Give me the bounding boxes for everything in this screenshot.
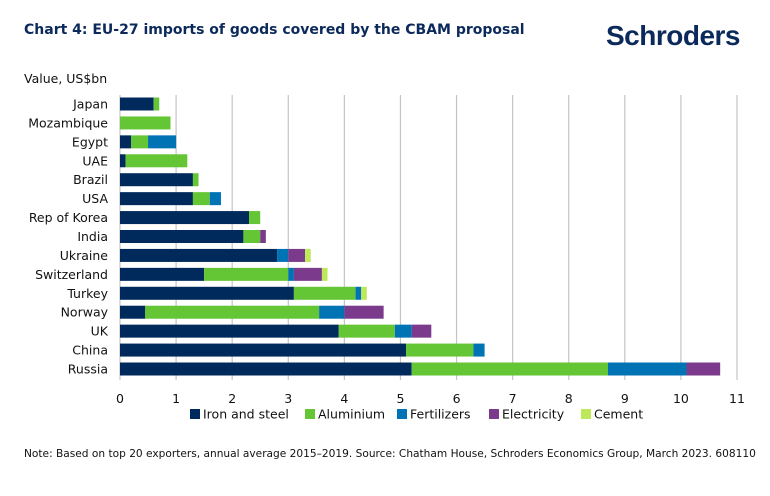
category-label: Russia [68,362,108,377]
bar-segment-aluminium [249,211,261,225]
bar-segment-fertilizers [607,362,687,376]
bar-segment-iron-and-steel [120,192,193,206]
legend-label: Aluminium [318,407,385,422]
category-label: UAE [82,153,108,168]
x-tick-label: 3 [284,391,292,406]
category-label: Japan [72,97,108,112]
legend-swatch [305,409,315,419]
bar-segment-electricity [411,324,432,338]
bar-segment-electricity [288,248,306,262]
bar-segment-iron-and-steel [120,286,294,300]
bar-segment-iron-and-steel [120,248,278,262]
bar-segment-electricity [686,362,721,376]
bar-segment-aluminium [338,324,395,338]
bar-segment-fertilizers [319,305,345,319]
bar-segment-cement [361,286,367,300]
category-label: Ukraine [60,248,109,263]
bar-segment-iron-and-steel [120,267,205,281]
bar-segment-fertilizers [355,286,362,300]
category-label: Norway [61,305,109,320]
category-label: China [72,343,108,358]
bar-segment-fertilizers [209,192,221,206]
bar-segment-aluminium [243,230,261,243]
bar-segment-cement [305,248,311,262]
legend-swatch [581,409,591,419]
bar-segment-iron-and-steel [120,154,126,168]
bar-segment-fertilizers [394,324,412,338]
category-label: UK [91,324,109,339]
bar-segment-iron-and-steel [120,230,244,243]
bar-segment-aluminium [192,192,210,206]
bar-segment-cement [321,267,328,281]
legend-label: Fertilizers [410,407,471,422]
bar-segment-iron-and-steel [120,324,339,338]
bar-segment-iron-and-steel [120,135,132,149]
x-tick-label: 4 [340,391,348,406]
bar-segment-iron-and-steel [120,173,193,187]
legend-label: Electricity [502,407,565,422]
bar-segment-electricity [344,305,384,319]
bar-segment-fertilizers [277,248,289,262]
x-tick-label: 9 [621,391,629,406]
x-tick-label: 8 [565,391,573,406]
bar-segment-aluminium [406,343,474,357]
x-tick-label: 2 [228,391,236,406]
legend-swatch [397,409,407,419]
category-label: Brazil [73,172,108,187]
category-label: Egypt [72,134,108,149]
bar-segment-fertilizers [148,135,177,149]
bar-segment-fertilizers [473,343,485,357]
legend-swatch [489,409,499,419]
category-label: Mozambique [28,115,108,130]
schroders-logo: Schroders [606,20,741,51]
bar-segment-aluminium [125,154,188,168]
bar-segment-aluminium [411,362,608,376]
x-tick-label: 5 [396,391,404,406]
chart-title: Chart 4: EU-27 imports of goods covered … [24,22,525,38]
x-tick-label: 11 [729,391,745,406]
category-label: Switzerland [35,267,108,282]
x-tick-label: 6 [453,391,461,406]
bar-segment-iron-and-steel [120,343,407,357]
bar-segment-electricity [293,267,322,281]
x-tick-label: 7 [509,391,517,406]
y-axis-label: Value, US$bn [24,71,108,86]
bar-segment-iron-and-steel [120,305,146,319]
bar-segment-aluminium [204,267,289,281]
category-label: Turkey [66,286,108,301]
x-tick-label: 0 [116,391,124,406]
bar-segment-electricity [260,230,266,243]
legend-label: Cement [594,407,643,422]
bar-segment-aluminium [293,286,356,300]
bar-segment-aluminium [131,135,149,149]
bar-segment-aluminium [192,173,199,187]
source-note: Note: Based on top 20 exporters, annual … [24,448,756,460]
category-label: India [77,229,108,244]
legend-label: Iron and steel [203,407,289,422]
bar-segment-iron-and-steel [120,97,154,111]
x-tick-label: 10 [673,391,689,406]
category-label: USA [82,191,108,206]
bar-segment-aluminium [145,305,320,319]
bar-segment-fertilizers [288,267,294,281]
bar-segment-aluminium [120,116,171,130]
legend-swatch [190,409,200,419]
x-tick-label: 1 [172,391,180,406]
bar-segment-iron-and-steel [120,362,412,376]
bar-segment-aluminium [153,97,160,111]
bar-segment-iron-and-steel [120,211,250,225]
category-label: Rep of Korea [29,210,108,225]
